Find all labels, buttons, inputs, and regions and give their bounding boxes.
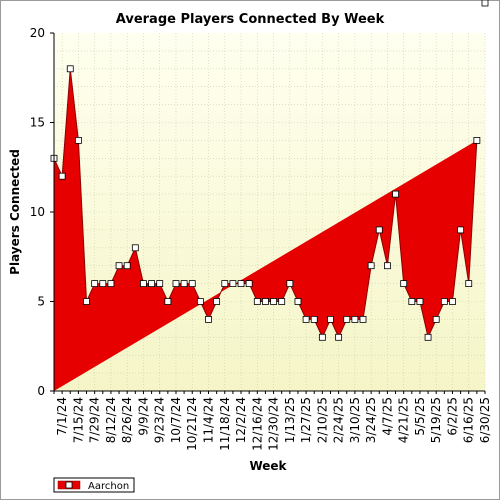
data-point bbox=[327, 315, 334, 323]
data-point bbox=[107, 280, 115, 288]
series-area-fill bbox=[54, 68, 477, 392]
x-tick-label: 12/2/24 bbox=[234, 397, 248, 443]
x-tick-label: 1/27/25 bbox=[299, 397, 313, 443]
data-point bbox=[237, 280, 245, 288]
x-tick-label: 4/21/25 bbox=[397, 397, 411, 443]
x-tick-label: 4/7/25 bbox=[380, 397, 394, 436]
y-tick-label: 15 bbox=[30, 116, 45, 130]
data-point bbox=[408, 298, 416, 305]
data-point bbox=[286, 280, 294, 288]
data-point bbox=[180, 280, 188, 288]
x-tick-label: 2/10/25 bbox=[315, 397, 329, 443]
y-tick-label: 10 bbox=[30, 205, 45, 219]
data-point bbox=[473, 136, 481, 144]
data-point bbox=[343, 315, 351, 323]
x-axis-title: Week bbox=[249, 459, 287, 473]
y-tick-label: 5 bbox=[37, 295, 45, 309]
data-point bbox=[457, 226, 465, 234]
data-point bbox=[318, 333, 326, 341]
data-point bbox=[302, 315, 310, 323]
data-point bbox=[400, 280, 408, 288]
data-point bbox=[196, 298, 204, 305]
data-point bbox=[172, 280, 180, 288]
data-point bbox=[99, 280, 107, 288]
y-axis-ticks: 0 5 10 15 20 bbox=[30, 26, 54, 398]
data-point bbox=[229, 280, 237, 288]
chart-title: Average Players Connected By Week bbox=[116, 12, 385, 27]
data-point bbox=[58, 172, 66, 180]
x-tick-label: 12/16/24 bbox=[250, 397, 264, 451]
x-tick-label: 6/16/25 bbox=[462, 397, 476, 443]
data-point bbox=[74, 136, 82, 144]
x-tick-label: 11/4/24 bbox=[202, 397, 216, 443]
data-point bbox=[164, 298, 172, 305]
y-tick-label: 20 bbox=[30, 26, 45, 40]
x-tick-label: 2/24/25 bbox=[332, 397, 346, 443]
data-point bbox=[262, 298, 269, 305]
data-point bbox=[440, 298, 448, 305]
data-point bbox=[294, 298, 302, 305]
x-tick-label: 6/30/25 bbox=[478, 397, 492, 443]
data-point bbox=[83, 298, 90, 305]
data-point bbox=[131, 244, 139, 252]
y-axis-title: Players Connected bbox=[8, 149, 22, 275]
data-point bbox=[392, 190, 399, 198]
x-tick-label: 11/18/24 bbox=[218, 397, 232, 451]
y-tick-label: 0 bbox=[37, 384, 45, 398]
x-tick-label: 1/13/25 bbox=[283, 397, 297, 443]
x-tick-label: 5/5/25 bbox=[413, 397, 427, 436]
x-tick-label: 10/21/24 bbox=[185, 397, 199, 451]
data-point bbox=[115, 262, 123, 270]
data-point bbox=[449, 298, 456, 305]
data-point bbox=[367, 262, 375, 270]
x-tick-label: 3/10/25 bbox=[348, 397, 362, 443]
data-point bbox=[465, 280, 473, 288]
legend-marker bbox=[65, 481, 73, 489]
x-tick-label: 9/23/24 bbox=[153, 397, 167, 443]
x-tick-label: 7/15/24 bbox=[71, 397, 85, 443]
data-point bbox=[91, 280, 99, 288]
data-point bbox=[432, 315, 440, 323]
data-point bbox=[310, 315, 318, 323]
data-point bbox=[66, 65, 74, 73]
legend-label: Aarchon bbox=[88, 481, 129, 492]
x-tick-label: 12/30/24 bbox=[267, 397, 281, 451]
legend: Aarchon bbox=[53, 477, 135, 493]
data-point bbox=[384, 262, 391, 270]
data-point bbox=[351, 315, 359, 323]
x-axis-ticks: 7/1/24 7/15/24 7/29/24 8/12/24 8/26/24 9/9/24… bbox=[53, 391, 492, 451]
data-point bbox=[278, 298, 286, 305]
data-point bbox=[188, 280, 196, 288]
data-point bbox=[156, 280, 164, 288]
x-tick-label: 10/7/24 bbox=[169, 397, 183, 443]
data-point bbox=[359, 315, 367, 323]
data-point bbox=[205, 315, 212, 323]
x-tick-label: 3/24/25 bbox=[364, 397, 378, 443]
data-point bbox=[123, 262, 131, 270]
x-tick-label: 6/2/25 bbox=[445, 397, 459, 436]
data-point bbox=[481, 0, 489, 7]
x-tick-label: 5/19/25 bbox=[429, 397, 443, 443]
x-tick-label: 9/9/24 bbox=[136, 397, 150, 436]
data-point bbox=[270, 298, 277, 305]
data-point bbox=[213, 298, 221, 305]
data-point bbox=[424, 333, 432, 341]
x-tick-label: 8/12/24 bbox=[104, 397, 118, 443]
data-point bbox=[140, 280, 147, 288]
data-point bbox=[375, 226, 383, 234]
x-tick-label: 7/1/24 bbox=[55, 397, 69, 436]
data-point bbox=[221, 280, 229, 288]
x-tick-label: 7/29/24 bbox=[88, 397, 102, 443]
data-point bbox=[416, 298, 424, 305]
x-tick-label: 8/26/24 bbox=[120, 397, 134, 443]
data-point bbox=[245, 280, 253, 288]
data-point bbox=[335, 333, 343, 341]
data-point bbox=[253, 298, 261, 305]
data-point bbox=[148, 280, 155, 288]
series-markers bbox=[50, 0, 489, 341]
